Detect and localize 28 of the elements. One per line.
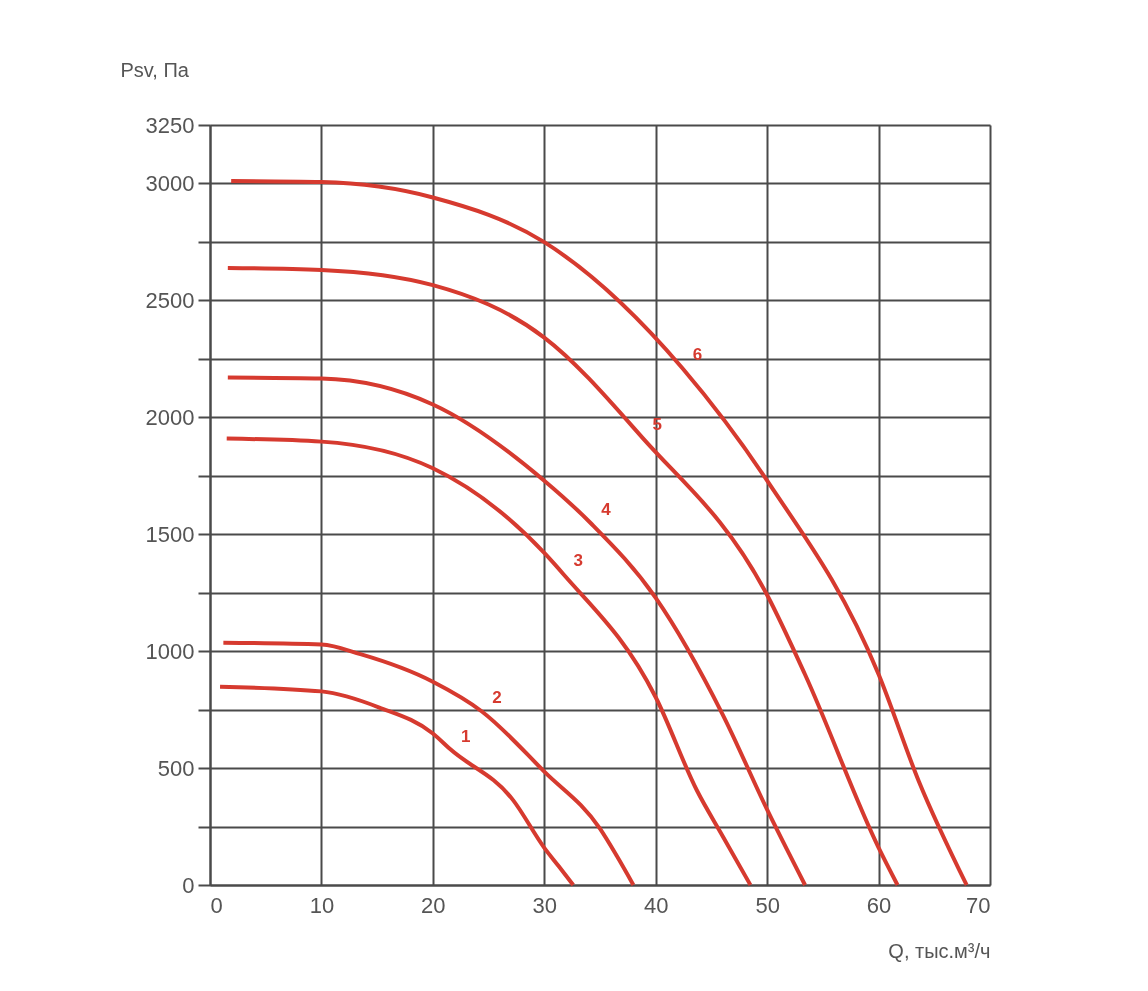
line-series (218, 684, 576, 887)
line-series (224, 436, 753, 887)
y-tick-label: 1000 (145, 638, 195, 664)
y-tick-label: 0 (182, 872, 195, 898)
y-tick-label: 3250 (145, 112, 195, 138)
y-tick-label: 1500 (145, 521, 195, 547)
series-label: 4 (601, 500, 612, 520)
x-tick-label: 70 (966, 892, 991, 918)
line-series (225, 265, 900, 887)
x-tick-label: 20 (421, 892, 446, 918)
x-tick-label: 10 (309, 892, 335, 918)
line-series (225, 375, 808, 887)
x-axis-title: Q, тыс.м³/ч (888, 939, 991, 962)
y-tick-label: 3000 (145, 170, 195, 196)
x-tick-label: 30 (532, 892, 558, 918)
y-tick-label: 2500 (145, 287, 195, 313)
x-tick-label: 50 (755, 892, 780, 918)
line-series (229, 179, 969, 887)
y-tick-label: 2000 (145, 404, 195, 430)
series-label: 1 (460, 726, 471, 746)
series-label: 2 (492, 688, 502, 708)
x-tick-label: 60 (866, 892, 892, 918)
line-series (221, 640, 636, 887)
y-axis-title: Psv, Па (120, 58, 190, 81)
series-label: 3 (573, 550, 583, 570)
y-tick-label: 500 (157, 755, 195, 781)
x-tick-label: 40 (643, 892, 669, 918)
x-tick-label: 0 (210, 892, 223, 918)
